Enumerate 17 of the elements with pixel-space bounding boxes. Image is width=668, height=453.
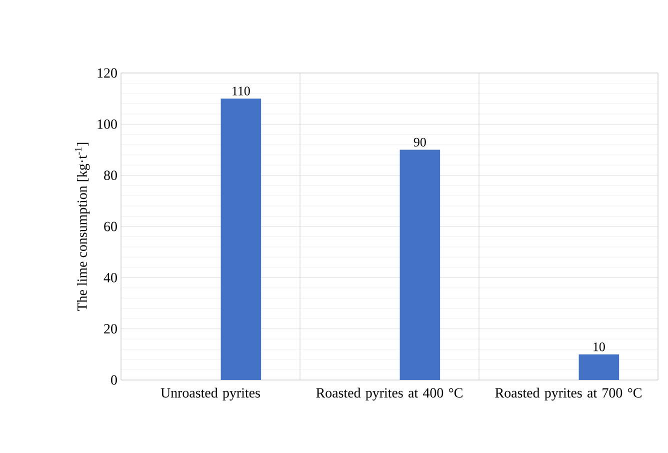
data-label: 90	[414, 138, 426, 147]
bar	[400, 150, 440, 380]
y-tick-label: 80	[104, 170, 117, 180]
x-tick-label: Unroasted pyrites	[160, 388, 260, 400]
y-axis-title: The lime consumption [kg·t$^{-1}$]	[75, 142, 90, 311]
data-label: 10	[594, 342, 605, 352]
y-tick-label: 20	[104, 324, 117, 334]
x-tick-label: Roasted pyrites at 400 °C	[316, 388, 462, 400]
y-tick-label: 60	[104, 222, 117, 232]
y-tick-label: 40	[104, 272, 117, 282]
x-tick-label: Roasted pyrites at 700 °C	[495, 388, 642, 400]
y-tick-label: 0	[111, 375, 117, 385]
bar	[220, 98, 262, 380]
y-tick-label: 120	[98, 68, 117, 78]
data-label: 110	[232, 86, 250, 96]
y-tick-label: 100	[98, 119, 117, 129]
bar	[578, 354, 620, 380]
